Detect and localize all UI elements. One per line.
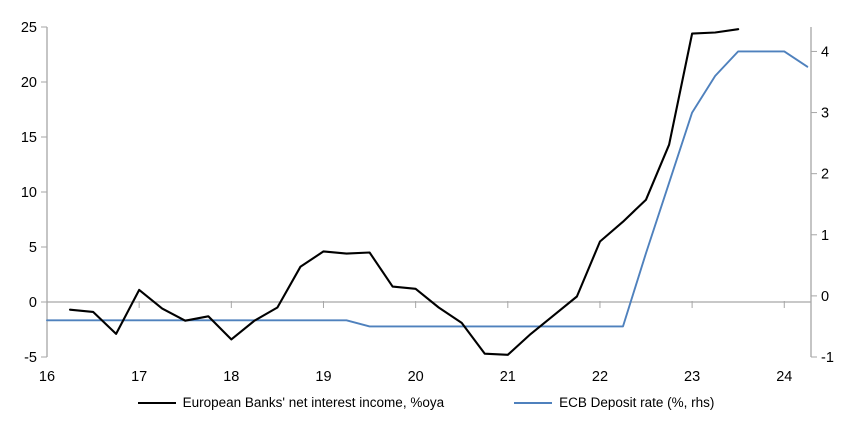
right-tick-label: 1 xyxy=(821,228,829,244)
x-tick-label: 18 xyxy=(223,369,239,385)
right-tick-label: -1 xyxy=(821,350,834,366)
x-tick-label: 23 xyxy=(684,369,700,385)
x-tick-label: 20 xyxy=(408,369,424,385)
right-tick-label: 3 xyxy=(821,106,829,122)
left-tick-label: 20 xyxy=(21,75,37,91)
left-tick-label: 10 xyxy=(21,185,37,201)
x-tick-label: 22 xyxy=(592,369,608,385)
left-tick-label: 5 xyxy=(29,240,37,256)
right-tick-label: 0 xyxy=(821,289,829,305)
x-tick-label: 21 xyxy=(500,369,516,385)
nii-line-swatch xyxy=(137,401,176,404)
right-tick-label: 4 xyxy=(821,44,829,60)
left-tick-label: 15 xyxy=(21,130,37,146)
legend-item-ecb: ECB Deposit rate (%, rhs) xyxy=(514,396,714,410)
x-tick-label: 19 xyxy=(315,369,331,385)
nii-legend-label: European Banks' net interest income, %oy… xyxy=(182,395,445,410)
left-tick-label: 25 xyxy=(21,20,37,36)
x-tick-label: 17 xyxy=(131,369,147,385)
legend-item-nii: European Banks' net interest income, %oy… xyxy=(137,395,445,410)
x-tick-label: 24 xyxy=(776,369,792,385)
left-tick-label: 0 xyxy=(29,295,37,311)
ecb-legend-label: ECB Deposit rate (%, rhs) xyxy=(559,395,715,410)
chart-legend: European Banks' net interest income, %oy… xyxy=(0,396,852,410)
left-tick-label: -5 xyxy=(24,350,37,366)
ecb-series-line xyxy=(46,50,809,328)
nii-series-line xyxy=(68,28,740,356)
x-tick-label: 16 xyxy=(39,369,55,385)
right-tick-label: 2 xyxy=(821,167,829,183)
ecb-line-swatch xyxy=(514,401,553,404)
